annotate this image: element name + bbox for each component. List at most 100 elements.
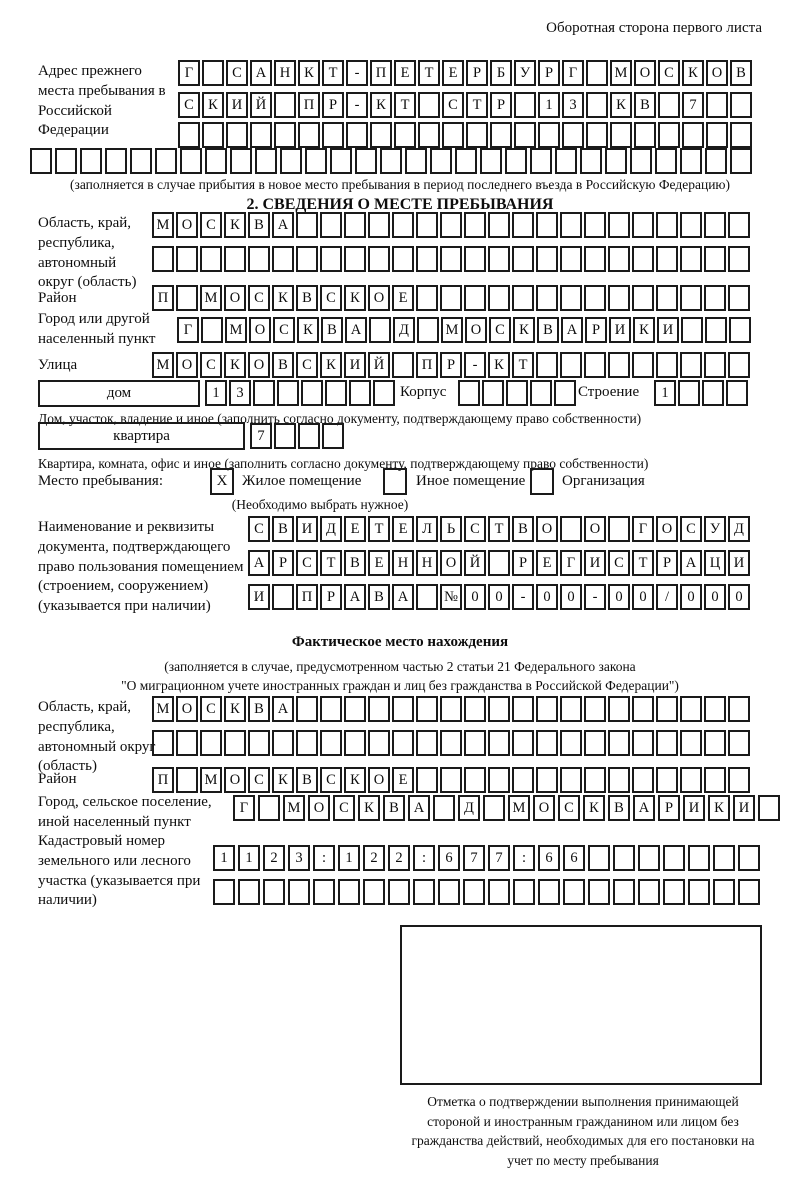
char-box [488, 550, 510, 576]
stay-option-label-other-premises: Иное помещение [416, 473, 526, 489]
char-box [205, 148, 227, 174]
char-box [713, 879, 735, 905]
char-box: Н [392, 550, 414, 576]
char-box: М [152, 352, 174, 378]
char-box [608, 696, 630, 722]
char-box: К [488, 352, 510, 378]
char-box [440, 730, 462, 756]
char-box: И [344, 352, 366, 378]
char-box: Д [320, 516, 342, 542]
char-box: К [272, 285, 294, 311]
char-box [514, 122, 536, 148]
char-box: О [634, 60, 656, 86]
char-box: В [537, 317, 559, 343]
char-box: - [464, 352, 486, 378]
char-box: В [248, 212, 270, 238]
char-box [213, 879, 235, 905]
char-box: № [440, 584, 462, 610]
char-box [729, 317, 751, 343]
char-box: К [224, 352, 246, 378]
char-box: М [441, 317, 463, 343]
char-box [630, 148, 652, 174]
char-box: В [296, 285, 318, 311]
char-box [488, 696, 510, 722]
char-box [298, 423, 320, 449]
char-box: 0 [488, 584, 510, 610]
char-box [730, 122, 752, 148]
char-box: 3 [229, 380, 251, 406]
char-box [370, 122, 392, 148]
stamp-area [400, 925, 762, 1085]
char-box [680, 767, 702, 793]
char-box [656, 285, 678, 311]
korpus-row [458, 380, 578, 406]
char-box [200, 730, 222, 756]
char-box [248, 730, 270, 756]
char-box [706, 122, 728, 148]
char-box [320, 246, 342, 272]
char-box [584, 212, 606, 238]
char-box: Т [632, 550, 654, 576]
char-box [608, 352, 630, 378]
char-box [296, 696, 318, 722]
char-box [274, 92, 296, 118]
char-box: Р [320, 584, 342, 610]
char-box [250, 122, 272, 148]
char-box [405, 148, 427, 174]
char-box [738, 845, 760, 871]
char-box [680, 730, 702, 756]
char-box: С [296, 550, 318, 576]
char-box [440, 696, 462, 722]
char-box [530, 380, 552, 406]
char-box: 7 [250, 423, 272, 449]
char-box [560, 212, 582, 238]
char-box [536, 696, 558, 722]
char-box [638, 879, 660, 905]
char-box [344, 212, 366, 238]
char-box [320, 696, 342, 722]
prev-address-note: (заполняется в случае прибытия в новое м… [69, 177, 731, 192]
char-box [530, 148, 552, 174]
document-label: Наименование и реквизиты документа, подт… [38, 519, 244, 615]
char-box: К [344, 767, 366, 793]
char-box: О [706, 60, 728, 86]
char-box [680, 148, 702, 174]
char-box: : [513, 845, 535, 871]
char-box: В [730, 60, 752, 86]
char-box: Р [490, 92, 512, 118]
char-box [488, 767, 510, 793]
char-box: К [708, 795, 730, 821]
char-box [512, 285, 534, 311]
char-box [536, 212, 558, 238]
char-box [512, 730, 534, 756]
char-box [413, 879, 435, 905]
char-box: М [200, 285, 222, 311]
char-box: Р [538, 60, 560, 86]
char-box [155, 148, 177, 174]
char-box [560, 767, 582, 793]
char-box [392, 246, 414, 272]
char-box: С [489, 317, 511, 343]
char-box [466, 122, 488, 148]
char-box [584, 696, 606, 722]
char-box [704, 285, 726, 311]
char-box: В [383, 795, 405, 821]
stay-option-label-residential: Жилое помещение [242, 473, 362, 489]
char-box: С [558, 795, 580, 821]
char-box: 1 [338, 845, 360, 871]
char-box [418, 92, 440, 118]
char-box: Д [393, 317, 415, 343]
char-box [632, 352, 654, 378]
char-box [562, 122, 584, 148]
house-type-box: дом [38, 380, 200, 407]
char-box: А [344, 584, 366, 610]
char-box: Г [178, 60, 200, 86]
char-box: О [176, 352, 198, 378]
char-box: С [608, 550, 630, 576]
char-box: Г [177, 317, 199, 343]
char-box: К [583, 795, 605, 821]
page-side-note: Оборотная сторона первого листа [546, 20, 762, 36]
stay-type-note: (Необходимо выбрать нужное) [231, 497, 409, 512]
